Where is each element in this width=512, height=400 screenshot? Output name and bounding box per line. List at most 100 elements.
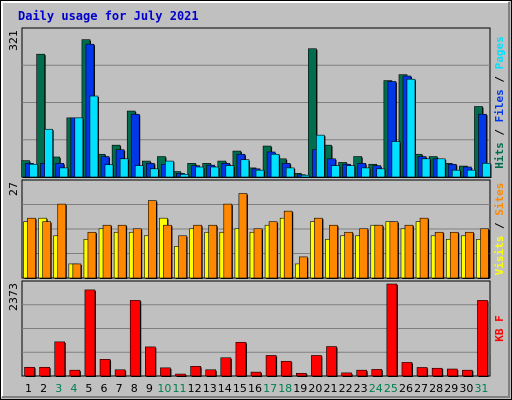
day-label-25: 25 (384, 382, 398, 395)
bar-kbytes-kbytes-day-29 (446, 368, 459, 377)
bar-hits-pages-day-24 (376, 168, 386, 178)
day-label-3: 3 (55, 382, 62, 395)
bar-kbytes-kbytes-day-15 (235, 341, 247, 377)
bar-hits-pages-day-3 (59, 167, 69, 178)
panel-hits-legend-part-2: Files (493, 89, 506, 122)
bar-kbytes-kbytes-day-18-fill (280, 360, 292, 377)
bar-hits-pages-day-31-fill (482, 163, 491, 178)
bar-hits-pages-day-2-fill (44, 128, 53, 178)
bar-kbytes-kbytes-day-11-fill (175, 373, 186, 377)
bar-visits-sites-day-18 (283, 210, 294, 279)
bar-kbytes-kbytes-day-11 (175, 373, 187, 377)
bar-visits-sites-day-21-fill (329, 224, 338, 279)
bar-kbytes-kbytes-day-7-fill (114, 369, 126, 377)
bar-kbytes-kbytes-day-27 (416, 367, 429, 377)
bar-kbytes-kbytes-day-12-fill (190, 366, 201, 377)
bar-hits-pages-day-12 (195, 166, 205, 178)
day-label-30: 30 (459, 382, 473, 395)
bar-kbytes-kbytes-day-8 (129, 300, 142, 377)
day-label-2: 2 (40, 382, 47, 395)
bar-visits-sites-day-11 (178, 235, 188, 279)
bar-kbytes-kbytes-day-3 (54, 341, 66, 377)
day-label-23: 23 (354, 382, 368, 395)
day-label-27: 27 (414, 382, 428, 395)
bar-kbytes-kbytes-day-6 (99, 359, 112, 377)
bar-hits-pages-day-20-fill (316, 134, 325, 178)
bar-visits-sites-day-4-fill (72, 263, 82, 279)
bar-kbytes-kbytes-day-25 (386, 283, 398, 377)
bar-hits-pages-day-1-fill (29, 163, 38, 178)
bar-kbytes-kbytes-day-13 (205, 369, 217, 377)
bar-hits-pages-day-5-fill (89, 95, 99, 178)
bar-kbytes-kbytes-day-31-fill (477, 300, 488, 377)
bar-kbytes-kbytes-day-20 (311, 355, 323, 377)
panel-visits-legend: Visits / Sites (493, 183, 506, 276)
bar-kbytes-kbytes-day-10 (160, 367, 172, 377)
bar-visits-sites-day-19-fill (298, 256, 308, 279)
bar-hits-pages-day-28 (436, 158, 447, 178)
bar-hits-pages-day-9-fill (150, 168, 159, 178)
bar-hits-pages-day-6 (104, 164, 115, 178)
bar-hits-pages-day-10 (165, 160, 175, 178)
day-label-22: 22 (339, 382, 353, 395)
series-visits-sites (27, 193, 490, 279)
bar-kbytes-kbytes-day-29-fill (446, 368, 458, 377)
bar-visits-sites-day-1 (27, 217, 37, 279)
panel-kbytes-legend: KB F (493, 315, 506, 342)
panel-hits: 321 Hits / Files / Pages (7, 27, 506, 179)
bar-hits-hits-day-2-fill (36, 53, 45, 178)
chart-title: Daily usage for July 2021 (18, 9, 199, 23)
bar-visits-sites-day-6-fill (102, 224, 112, 279)
bar-hits-pages-day-4 (74, 117, 84, 178)
bar-visits-sites-day-25 (389, 221, 399, 279)
bar-visits-sites-day-3 (57, 203, 67, 279)
bar-kbytes-kbytes-day-26 (401, 362, 413, 377)
bar-hits-pages-day-24-fill (376, 168, 386, 178)
bar-visits-sites-day-29-fill (449, 231, 459, 279)
bar-kbytes-kbytes-day-5 (84, 289, 96, 377)
bar-visits-sites-day-27 (419, 217, 430, 279)
bar-kbytes-kbytes-day-5-fill (84, 289, 96, 377)
panel-visits-legend-part-2: Sites (493, 183, 506, 216)
bar-hits-pages-day-23-fill (361, 167, 370, 178)
bar-visits-sites-day-8-fill (132, 228, 142, 279)
bar-hits-pages-day-8 (134, 165, 145, 178)
series-kbytes-kbytes (24, 283, 489, 377)
bar-kbytes-kbytes-day-16-fill (250, 371, 262, 377)
bar-hits-pages-day-3-fill (59, 167, 69, 178)
bar-hits-pages-day-11-fill (180, 173, 189, 178)
bar-hits-pages-day-1 (29, 163, 39, 178)
day-label-9: 9 (146, 382, 153, 395)
bar-hits-pages-day-23 (361, 167, 371, 178)
bar-hits-pages-day-15 (240, 159, 250, 178)
panel-hits-legend-part-4: Pages (493, 36, 506, 69)
bar-visits-sites-day-1-fill (27, 217, 36, 279)
bar-kbytes-kbytes-day-20-fill (311, 355, 322, 377)
bar-hits-pages-day-21-fill (331, 165, 340, 178)
panel-visits-legend-part-1: / (493, 216, 506, 236)
bar-hits-pages-day-29-fill (451, 169, 461, 178)
bar-hits-pages-day-25 (391, 141, 401, 178)
panel-hits-legend-part-0: Hits (493, 142, 506, 169)
bar-hits-pages-day-19 (300, 174, 311, 178)
bar-hits-pages-day-21 (331, 165, 341, 178)
bar-hits-pages-day-30-fill (467, 169, 476, 178)
bar-kbytes-kbytes-day-17-fill (265, 355, 277, 377)
bar-kbytes-kbytes-day-13-fill (205, 369, 217, 377)
bar-kbytes-kbytes-day-27-fill (416, 367, 428, 377)
day-label-17: 17 (263, 382, 277, 395)
bar-visits-sites-day-22-fill (344, 231, 353, 279)
bar-hits-pages-day-26 (406, 78, 416, 178)
bar-kbytes-kbytes-day-15-fill (235, 341, 247, 377)
day-label-20: 20 (308, 382, 322, 395)
bar-kbytes-kbytes-day-8-fill (129, 300, 141, 377)
bar-visits-sites-day-12 (193, 224, 203, 279)
bar-visits-sites-day-2-fill (42, 221, 51, 279)
bar-visits-sites-day-23-fill (359, 228, 368, 279)
bar-visits-sites-day-8 (132, 228, 143, 279)
panel-visits-scale-label: 27 (7, 182, 20, 196)
bar-hits-pages-day-12-fill (195, 166, 204, 178)
bar-kbytes-kbytes-day-12 (190, 366, 202, 377)
panel-hits-legend-part-3: / (493, 69, 506, 89)
